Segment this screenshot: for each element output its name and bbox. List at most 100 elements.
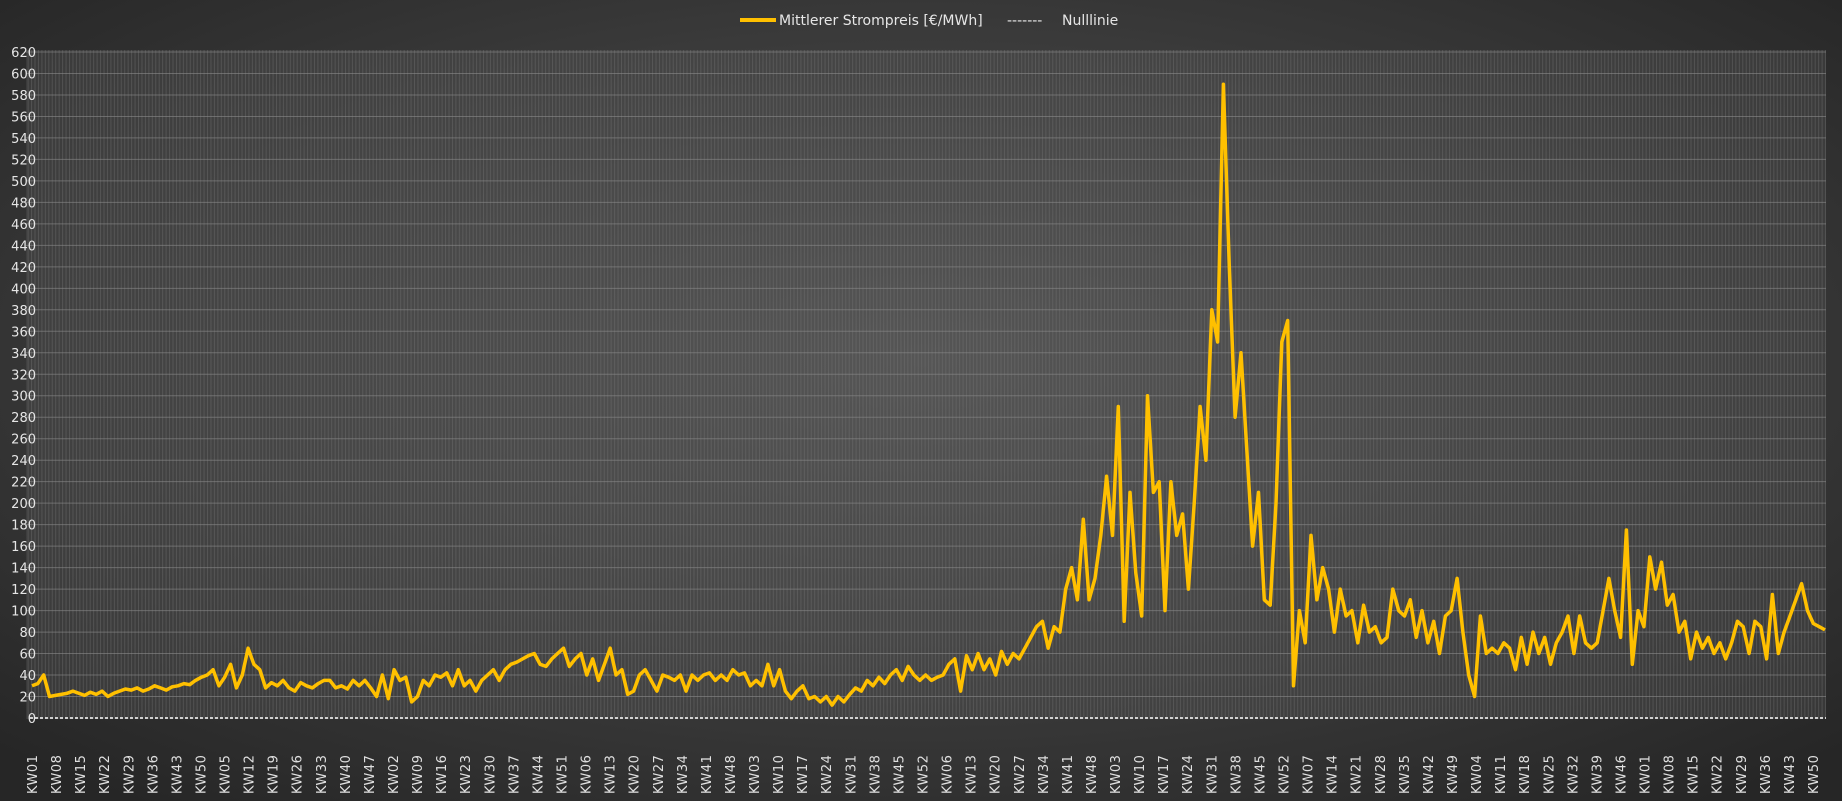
x-tick-label: KW29 xyxy=(122,755,137,794)
x-tick-label: KW02 xyxy=(387,755,402,794)
x-tick-label: KW44 xyxy=(531,755,546,794)
y-tick-label: 100 xyxy=(11,605,36,620)
x-tick-label: KW23 xyxy=(459,755,474,794)
x-tick-label: KW40 xyxy=(339,755,354,794)
x-tick-label: KW45 xyxy=(892,755,907,794)
x-tick-label: KW15 xyxy=(1687,755,1702,794)
x-tick-label: KW41 xyxy=(700,755,715,794)
x-tick-label: KW04 xyxy=(1470,755,1485,794)
x-tick-label: KW10 xyxy=(772,755,787,794)
x-tick-label: KW39 xyxy=(1590,755,1605,794)
x-tick-label: KW28 xyxy=(1374,755,1389,794)
x-tick-label: KW52 xyxy=(1278,755,1293,794)
legend-price-label: Mittlerer Strompreis [€/MWh] xyxy=(779,13,983,29)
y-tick-label: 480 xyxy=(11,196,36,211)
y-tick-label: 440 xyxy=(11,239,36,254)
x-tick-label: KW18 xyxy=(1518,755,1533,794)
x-tick-label: KW17 xyxy=(1157,755,1172,794)
x-tick-label: KW26 xyxy=(291,755,306,794)
x-tick-label: KW43 xyxy=(170,755,185,794)
x-tick-label: KW24 xyxy=(820,755,835,794)
y-tick-label: 280 xyxy=(11,411,36,426)
x-tick-label: KW22 xyxy=(98,755,113,794)
y-tick-label: 460 xyxy=(11,218,36,233)
x-tick-label: KW15 xyxy=(74,755,89,794)
x-tick-label: KW13 xyxy=(965,755,980,794)
x-tick-label: KW38 xyxy=(1229,755,1244,794)
x-tick-label: KW52 xyxy=(917,755,932,794)
x-tick-label: KW08 xyxy=(50,755,65,794)
x-tick-label: KW38 xyxy=(868,755,883,794)
x-tick-label: KW36 xyxy=(1759,755,1774,794)
y-tick-label: 20 xyxy=(19,691,36,706)
x-tick-label: KW20 xyxy=(989,755,1004,794)
x-axis-tick-labels: KW01 KW08 KW15 KW22 KW29 KW36 KW43 KW50 KW05 KW12… xyxy=(26,755,1822,794)
y-tick-label: 340 xyxy=(11,347,36,362)
y-tick-label: 540 xyxy=(11,132,36,147)
x-tick-label: KW34 xyxy=(1037,755,1052,794)
x-tick-label: KW49 xyxy=(1446,755,1461,794)
y-tick-label: 620 xyxy=(11,46,36,61)
y-tick-label: 400 xyxy=(11,282,36,297)
x-tick-label: KW36 xyxy=(146,755,161,794)
x-tick-label: KW30 xyxy=(483,755,498,794)
x-tick-label: KW03 xyxy=(748,755,763,794)
x-tick-label: KW10 xyxy=(1133,755,1148,794)
y-tick-label: 420 xyxy=(11,261,36,276)
y-tick-label: 600 xyxy=(11,67,36,82)
x-tick-label: KW29 xyxy=(1735,755,1750,794)
y-tick-label: 240 xyxy=(11,454,36,469)
x-tick-label: KW27 xyxy=(1013,755,1028,794)
x-tick-label: KW35 xyxy=(1398,755,1413,794)
y-tick-label: 80 xyxy=(19,626,36,641)
x-tick-label: KW50 xyxy=(194,755,209,794)
y-axis-tick-labels: 0 20 40 60 80 100 120 140 160 180 200 220 240 260 280 3… xyxy=(11,46,36,727)
x-tick-label: KW01 xyxy=(1639,755,1654,794)
x-tick-label: KW48 xyxy=(724,755,739,794)
x-tick-label: KW09 xyxy=(411,755,426,794)
x-tick-label: KW11 xyxy=(1494,755,1509,794)
y-tick-label: 260 xyxy=(11,433,36,448)
y-tick-label: 580 xyxy=(11,89,36,104)
y-tick-label: 60 xyxy=(19,648,36,663)
x-tick-label: KW27 xyxy=(652,755,667,794)
x-tick-label: KW03 xyxy=(1109,755,1124,794)
y-tick-label: 500 xyxy=(11,175,36,190)
y-tick-label: 560 xyxy=(11,110,36,125)
x-tick-label: KW12 xyxy=(243,755,258,794)
x-tick-label: KW51 xyxy=(555,755,570,794)
y-tick-label: 140 xyxy=(11,562,36,577)
x-tick-label: KW07 xyxy=(1302,755,1317,794)
x-tick-label: KW42 xyxy=(1422,755,1437,794)
x-tick-label: KW20 xyxy=(628,755,643,794)
legend-zero-marker: ------- xyxy=(1007,13,1042,29)
y-tick-label: 300 xyxy=(11,390,36,405)
x-tick-label: KW24 xyxy=(1181,755,1196,794)
y-tick-label: 40 xyxy=(19,669,36,684)
x-tick-label: KW47 xyxy=(363,755,378,794)
x-tick-label: KW33 xyxy=(315,755,330,794)
x-tick-label: KW19 xyxy=(267,755,282,794)
y-tick-label: 160 xyxy=(11,540,36,555)
y-tick-label: 320 xyxy=(11,368,36,383)
x-tick-label: KW37 xyxy=(507,755,522,794)
x-tick-label: KW17 xyxy=(796,755,811,794)
x-tick-label: KW32 xyxy=(1566,755,1581,794)
x-tick-label: KW50 xyxy=(1807,755,1822,794)
legend: Mittlerer Strompreis [€/MWh] ------- Nul… xyxy=(740,13,1118,29)
x-tick-label: KW34 xyxy=(676,755,691,794)
horizontal-gridlines xyxy=(26,51,1826,698)
x-tick-label: KW21 xyxy=(1350,755,1365,794)
x-tick-label: KW48 xyxy=(1085,755,1100,794)
x-tick-label: KW16 xyxy=(435,755,450,794)
x-tick-label: KW22 xyxy=(1711,755,1726,794)
y-tick-label: 220 xyxy=(11,476,36,491)
x-tick-label: KW06 xyxy=(580,755,595,794)
x-tick-label: KW46 xyxy=(1614,755,1629,794)
y-tick-label: 380 xyxy=(11,304,36,319)
y-tick-label: 520 xyxy=(11,153,36,168)
x-tick-label: KW31 xyxy=(1205,755,1220,794)
x-tick-label: KW14 xyxy=(1326,755,1341,794)
vertical-gridlines xyxy=(26,50,1826,719)
